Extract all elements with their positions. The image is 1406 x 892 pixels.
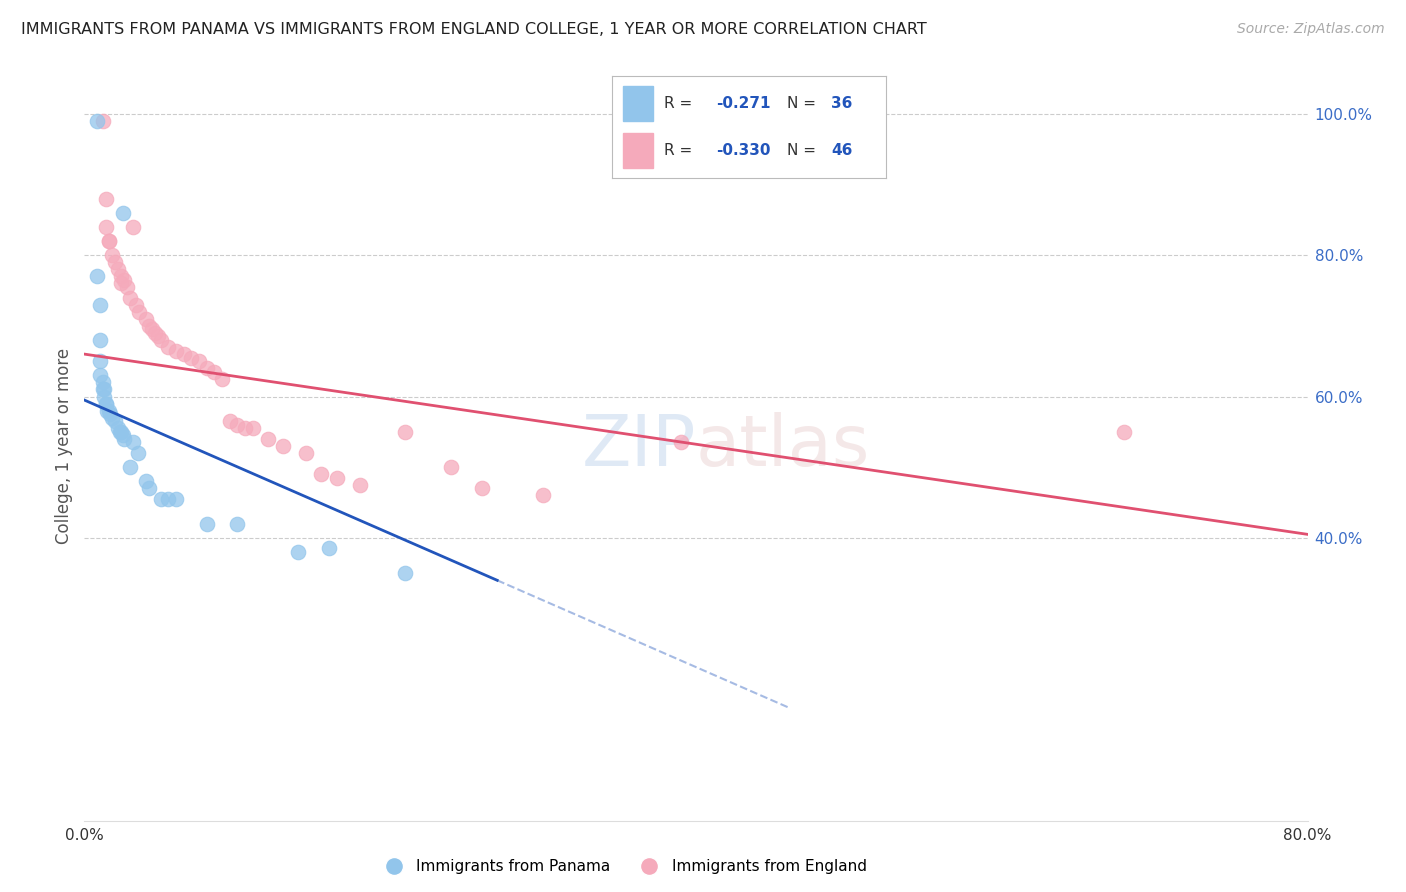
Legend: Immigrants from Panama, Immigrants from England: Immigrants from Panama, Immigrants from … bbox=[373, 854, 873, 880]
Point bbox=[96, 403, 118, 417]
Point bbox=[127, 446, 149, 460]
Point bbox=[165, 343, 187, 358]
Point bbox=[101, 410, 124, 425]
Text: atlas: atlas bbox=[696, 411, 870, 481]
Text: ZIP: ZIP bbox=[582, 411, 696, 481]
Point bbox=[1114, 425, 1136, 439]
Bar bbox=[623, 87, 652, 121]
Text: R =: R = bbox=[664, 96, 697, 111]
Point bbox=[143, 326, 166, 340]
Bar bbox=[623, 133, 652, 168]
Point bbox=[242, 421, 264, 435]
Point bbox=[202, 365, 225, 379]
Point bbox=[94, 396, 117, 410]
Text: Source: ZipAtlas.com: Source: ZipAtlas.com bbox=[1237, 22, 1385, 37]
Point bbox=[94, 192, 117, 206]
Point bbox=[180, 351, 202, 365]
Point bbox=[89, 354, 111, 368]
Point bbox=[110, 277, 132, 291]
Point bbox=[173, 347, 195, 361]
Point bbox=[257, 432, 280, 446]
Point bbox=[93, 383, 115, 397]
Point bbox=[91, 113, 114, 128]
Point bbox=[115, 280, 138, 294]
Text: -0.330: -0.330 bbox=[716, 144, 770, 158]
Point bbox=[138, 318, 160, 333]
Point bbox=[104, 255, 127, 269]
Point bbox=[97, 234, 120, 248]
Point bbox=[226, 516, 249, 531]
Point bbox=[94, 396, 117, 410]
Point bbox=[93, 390, 115, 404]
Point bbox=[107, 421, 129, 435]
Point bbox=[111, 428, 134, 442]
Point bbox=[89, 333, 111, 347]
Point bbox=[135, 475, 157, 489]
Point bbox=[91, 383, 114, 397]
Point bbox=[218, 414, 240, 428]
Point bbox=[531, 488, 554, 502]
Point bbox=[98, 407, 121, 421]
Point bbox=[122, 435, 145, 450]
Point bbox=[112, 273, 135, 287]
Point bbox=[149, 333, 172, 347]
Text: 36: 36 bbox=[831, 96, 852, 111]
Point bbox=[669, 435, 692, 450]
Text: -0.271: -0.271 bbox=[716, 96, 770, 111]
Point bbox=[226, 417, 249, 432]
Text: IMMIGRANTS FROM PANAMA VS IMMIGRANTS FROM ENGLAND COLLEGE, 1 YEAR OR MORE CORREL: IMMIGRANTS FROM PANAMA VS IMMIGRANTS FRO… bbox=[21, 22, 927, 37]
Point bbox=[120, 460, 142, 475]
Point bbox=[146, 329, 169, 343]
Point bbox=[111, 205, 134, 219]
Point bbox=[138, 482, 160, 496]
Point bbox=[211, 372, 233, 386]
Point bbox=[233, 421, 256, 435]
Text: N =: N = bbox=[787, 144, 821, 158]
Point bbox=[165, 491, 187, 506]
Point bbox=[394, 566, 416, 581]
Point bbox=[110, 425, 132, 439]
Point bbox=[157, 340, 180, 354]
Point bbox=[188, 354, 211, 368]
Point bbox=[128, 304, 150, 318]
Point bbox=[97, 234, 120, 248]
Text: N =: N = bbox=[787, 96, 821, 111]
Point bbox=[135, 311, 157, 326]
Text: 46: 46 bbox=[831, 144, 852, 158]
Point bbox=[125, 298, 148, 312]
Point bbox=[86, 113, 108, 128]
Point bbox=[89, 298, 111, 312]
Point bbox=[318, 541, 340, 556]
Point bbox=[311, 467, 333, 482]
Point bbox=[325, 471, 347, 485]
Point bbox=[104, 414, 127, 428]
Y-axis label: College, 1 year or more: College, 1 year or more bbox=[55, 348, 73, 544]
Point bbox=[89, 368, 111, 383]
Point bbox=[141, 322, 163, 336]
Point bbox=[110, 269, 132, 284]
Point bbox=[149, 491, 172, 506]
Point bbox=[394, 425, 416, 439]
Point bbox=[112, 432, 135, 446]
Point bbox=[195, 516, 218, 531]
Point bbox=[101, 248, 124, 262]
Point bbox=[287, 545, 309, 559]
Point bbox=[120, 291, 142, 305]
Point bbox=[122, 219, 145, 234]
Point bbox=[271, 439, 294, 453]
Point bbox=[97, 403, 120, 417]
Point bbox=[440, 460, 463, 475]
Point bbox=[86, 269, 108, 284]
Point bbox=[107, 262, 129, 277]
Text: R =: R = bbox=[664, 144, 697, 158]
Point bbox=[91, 376, 114, 390]
Point bbox=[94, 219, 117, 234]
Point bbox=[471, 482, 494, 496]
Point bbox=[349, 478, 371, 492]
Point bbox=[157, 491, 180, 506]
Point bbox=[295, 446, 318, 460]
Point bbox=[195, 361, 218, 376]
Point bbox=[108, 425, 131, 439]
